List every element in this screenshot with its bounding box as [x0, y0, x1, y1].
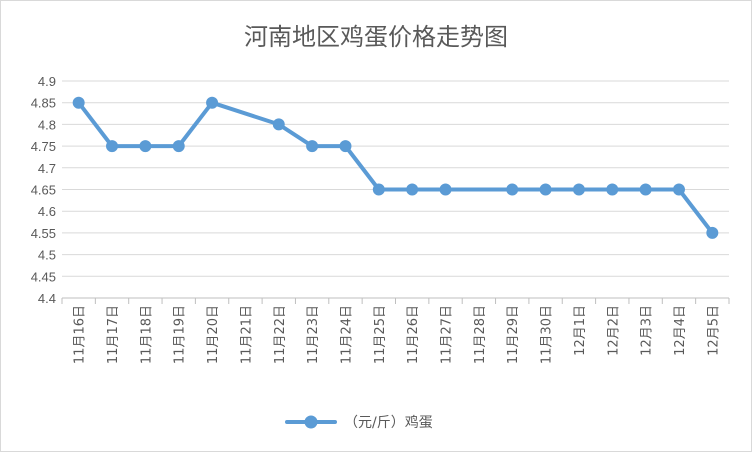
data-point[interactable] — [572, 183, 585, 196]
data-point[interactable] — [639, 183, 652, 196]
x-tick-label: 11月23日 — [306, 305, 321, 364]
data-point[interactable] — [406, 183, 419, 196]
y-tick-label: 4.8 — [38, 117, 56, 132]
y-tick-label: 4.65 — [31, 183, 56, 198]
data-point[interactable] — [172, 140, 185, 153]
y-tick-label: 4.9 — [38, 74, 56, 89]
x-tick-label: 11月17日 — [106, 305, 121, 364]
x-tick-label: 11月18日 — [139, 305, 154, 364]
x-tick-label: 11月26日 — [406, 305, 421, 364]
data-point[interactable] — [606, 183, 619, 196]
y-tick-label: 4.6 — [38, 204, 56, 219]
data-point[interactable] — [506, 183, 519, 196]
x-tick-label: 11月29日 — [506, 305, 521, 364]
y-tick-label: 4.85 — [31, 96, 56, 111]
data-point[interactable] — [372, 183, 385, 196]
y-tick-label: 4.55 — [31, 226, 56, 241]
x-tick-label: 12月2日 — [606, 305, 621, 356]
x-tick-label: 11月21日 — [239, 305, 254, 364]
x-tick-label: 11月30日 — [540, 305, 555, 364]
legend-point-marker — [304, 415, 318, 429]
x-tick-label: 12月3日 — [640, 305, 655, 356]
x-tick-label: 12月1日 — [573, 305, 588, 356]
y-tick-label: 4.4 — [38, 291, 56, 306]
x-tick-label: 11月22日 — [273, 305, 288, 364]
legend-label: （元/斤）鸡蛋 — [344, 414, 433, 431]
data-point[interactable] — [206, 96, 219, 109]
x-tick-label: 11月24日 — [339, 305, 354, 364]
data-point[interactable] — [439, 183, 452, 196]
x-tick-label: 11月28日 — [473, 305, 488, 364]
x-axis-ticks: 11月16日 11月17日 11月18日 11月19日 11月20日 11月21日 11月2… — [61, 298, 730, 364]
data-point[interactable] — [706, 226, 719, 239]
chart-title: 河南地区鸡蛋价格走势图 — [244, 23, 508, 51]
y-tick-label: 4.75 — [31, 139, 56, 154]
series-layer — [72, 96, 719, 239]
data-point[interactable] — [272, 118, 285, 131]
y-axis-ticks: 4.4 4.45 4.5 4.55 4.6 4.65 4.7 4.75 4.8 4.85 4.9 — [31, 74, 56, 306]
y-tick-label: 4.5 — [38, 248, 56, 263]
x-tick-label: 11月16日 — [73, 305, 88, 364]
data-point[interactable] — [139, 140, 152, 153]
data-point[interactable] — [339, 140, 352, 153]
data-point[interactable] — [539, 183, 552, 196]
x-tick-label: 11月27日 — [440, 305, 455, 364]
y-tick-label: 4.45 — [31, 269, 56, 284]
x-tick-label: 12月4日 — [673, 305, 688, 356]
legend[interactable]: （元/斤）鸡蛋 — [285, 414, 433, 431]
x-tick-label: 11月25日 — [373, 305, 388, 364]
data-point[interactable] — [306, 140, 319, 153]
data-point[interactable] — [72, 96, 85, 109]
data-point[interactable] — [672, 183, 685, 196]
x-tick-label: 11月20日 — [206, 305, 221, 364]
data-point[interactable] — [106, 140, 119, 153]
x-tick-label: 11月19日 — [173, 305, 188, 364]
x-tick-label: 12月5日 — [706, 305, 721, 356]
y-tick-label: 4.7 — [38, 161, 56, 176]
